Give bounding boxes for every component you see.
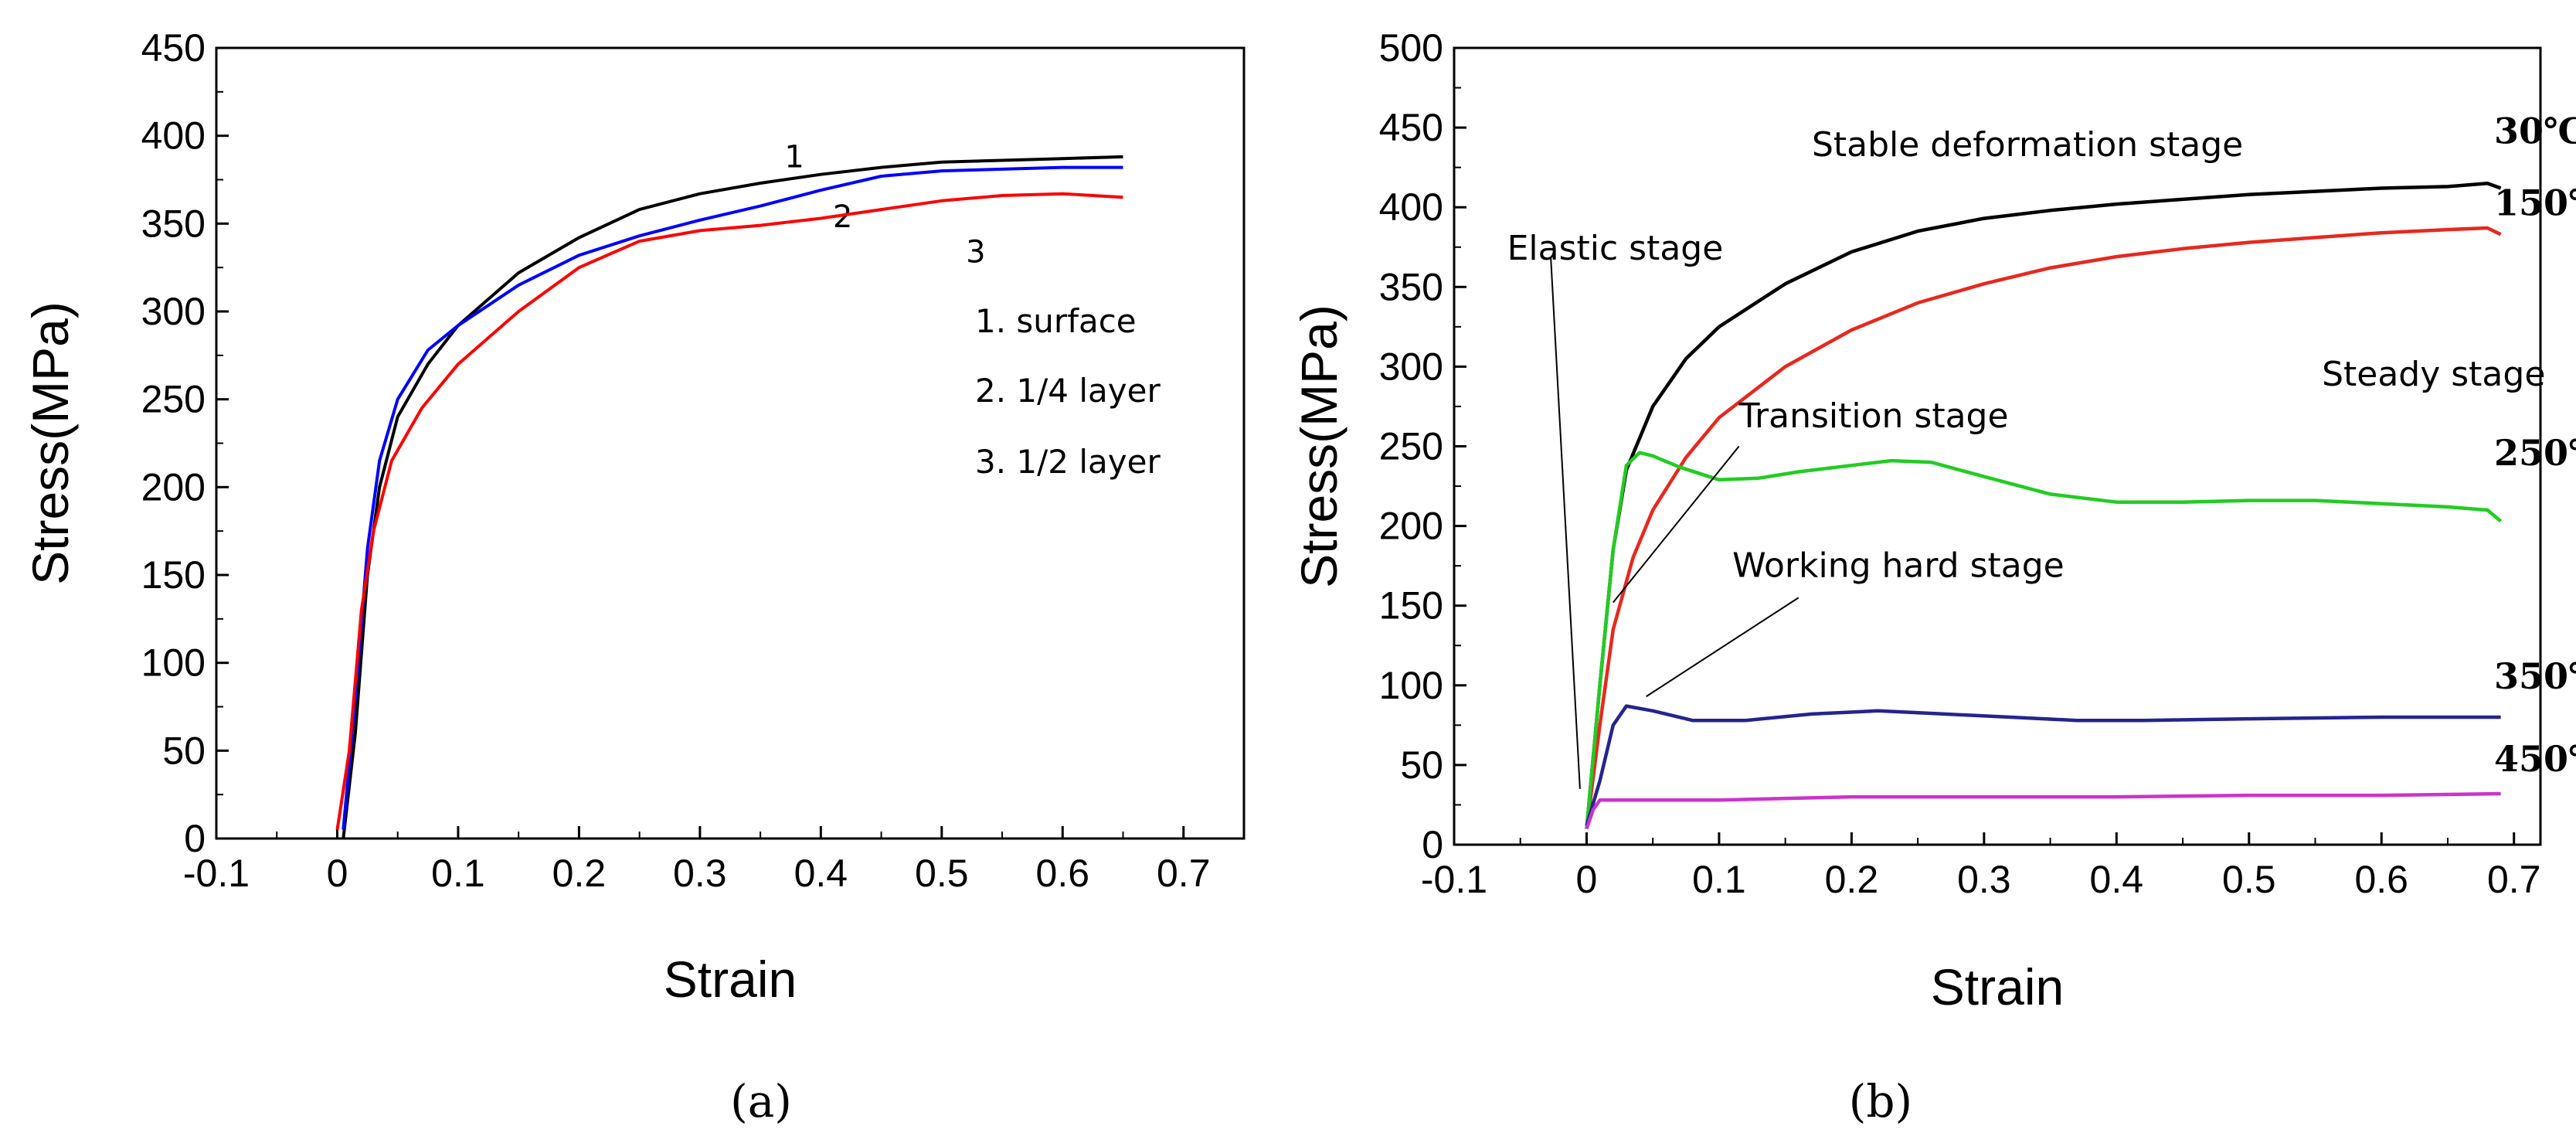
- x-tick-label-a: 0: [327, 852, 348, 895]
- caption-b: (b): [1849, 1075, 1912, 1128]
- y-axis-title-a: Stress(MPa): [22, 301, 79, 585]
- series-line-b-2: [1585, 226, 2502, 829]
- x-axis-title-b: Strain: [1931, 958, 2064, 1015]
- legend-entry-a-3: 3. 1/2 layer: [975, 443, 1161, 481]
- series-line-b-4: [1585, 704, 2501, 826]
- y-tick-label-b: 350: [1379, 265, 1443, 308]
- leader-line-transition: [1612, 445, 1740, 604]
- annotation-b-1: Stable deformation stage: [1812, 125, 2243, 165]
- x-tick-label-a: 0.1: [431, 852, 485, 895]
- x-tick-label-b: 0.4: [2090, 858, 2144, 901]
- y-tick-label-b: 300: [1379, 345, 1443, 388]
- y-tick-label-a: 200: [141, 465, 206, 509]
- series-label-b-1: 30℃: [2494, 111, 2576, 152]
- annotation-b-3: Transition stage: [1738, 396, 2009, 436]
- series-label-b-4: 350℃: [2494, 655, 2576, 697]
- annotation-b-2: Elastic stage: [1507, 229, 1724, 268]
- legend-entry-a-2: 2. 1/4 layer: [975, 372, 1161, 410]
- x-tick-label-a: 0.7: [1157, 852, 1211, 895]
- x-tick-label-b: -0.1: [1421, 858, 1487, 901]
- x-tick-label-a: -0.1: [183, 852, 250, 895]
- annotation-b-5: Working hard stage: [1732, 546, 2065, 586]
- annotation-b-4: Steady stage: [2322, 355, 2545, 394]
- y-tick-label-b: 0: [1422, 823, 1443, 866]
- y-tick-label-b: 250: [1379, 425, 1443, 468]
- x-tick-label-a: 0.6: [1036, 852, 1090, 895]
- x-tick-label-a: 0.2: [552, 852, 607, 895]
- y-tick-label-a: 350: [141, 202, 206, 245]
- x-tick-label-b: 0.7: [2487, 858, 2541, 901]
- y-tick-label-a: 100: [141, 641, 206, 685]
- y-tick-label-b: 400: [1379, 185, 1443, 229]
- series-line-a-3: [335, 192, 1123, 830]
- series-line-a-2: [342, 165, 1123, 830]
- series-label-b-2: 150℃: [2494, 182, 2576, 224]
- x-tick-label-b: 0.6: [2354, 858, 2408, 901]
- x-tick-label-a: 0.5: [915, 852, 969, 895]
- x-tick-label-b: 0.2: [1825, 858, 1879, 901]
- y-tick-label-b: 100: [1379, 664, 1443, 707]
- x-tick-label-b: 0.1: [1692, 858, 1746, 901]
- series-line-a-1: [342, 155, 1123, 839]
- caption-a: (a): [730, 1075, 792, 1128]
- y-tick-label-b: 200: [1379, 505, 1443, 548]
- series-label-b-5: 450℃: [2494, 738, 2576, 780]
- y-tick-label-b: 50: [1400, 743, 1443, 787]
- series-label-a-1: 1: [784, 140, 804, 175]
- x-tick-label-b: 0: [1576, 858, 1598, 901]
- series-line-b-5: [1585, 791, 2501, 830]
- series-label-b-3: 250℃: [2494, 432, 2576, 474]
- y-tick-label-a: 400: [141, 114, 206, 158]
- y-tick-label-a: 0: [184, 817, 206, 860]
- x-axis-title-a: Strain: [664, 951, 797, 1008]
- y-tick-label-a: 250: [141, 378, 206, 421]
- y-axis-title-b: Stress(MPa): [1290, 304, 1347, 588]
- y-tick-label-a: 150: [141, 553, 206, 597]
- x-tick-label-b: 0.5: [2222, 858, 2276, 901]
- leader-line-working: [1646, 597, 1799, 698]
- series-line-b-3: [1585, 451, 2503, 829]
- leader-line-elastic: [1550, 258, 1581, 789]
- x-tick-label-a: 0.4: [794, 852, 848, 895]
- x-tick-label-b: 0.3: [1957, 858, 2011, 901]
- y-tick-label-a: 300: [141, 290, 206, 333]
- y-tick-label-b: 450: [1379, 106, 1443, 149]
- x-tick-label-a: 0.3: [673, 852, 727, 895]
- legend-entry-a-1: 1. surface: [975, 302, 1137, 340]
- y-tick-label-b: 150: [1379, 584, 1443, 628]
- y-tick-label-b: 500: [1379, 26, 1443, 70]
- y-tick-label-a: 450: [141, 26, 206, 70]
- y-tick-label-a: 50: [162, 729, 206, 772]
- series-label-a-3: 3: [966, 234, 985, 270]
